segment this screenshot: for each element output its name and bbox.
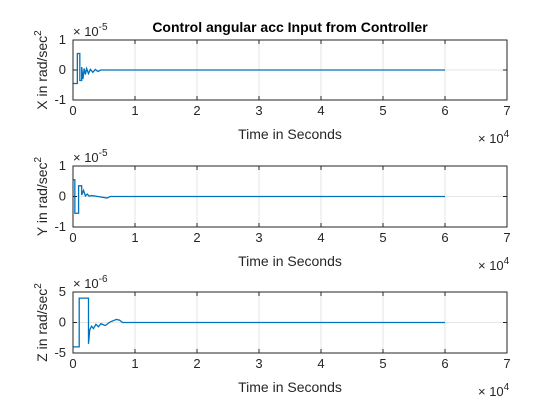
x-tick-label: 3 <box>255 103 262 118</box>
y-exponent-label: × 10-6 <box>73 274 108 291</box>
x-tick-label: 2 <box>193 230 200 245</box>
data-line-z <box>73 297 445 348</box>
x-tick-label: 7 <box>503 103 510 118</box>
x-tick-label: 6 <box>441 103 448 118</box>
x-exponent-label: × 104 <box>478 129 510 146</box>
x-axis-label: Time in Seconds <box>238 379 342 395</box>
x-tick-label: 4 <box>317 230 324 245</box>
x-tick-label: 3 <box>255 356 262 371</box>
x-tick-label: 7 <box>503 230 510 245</box>
data-line-y <box>73 179 445 214</box>
x-tick-label: 7 <box>503 356 510 371</box>
x-exponent-label: × 104 <box>478 256 510 273</box>
y-tick-label: 0 <box>59 315 66 330</box>
y-tick-label: -1 <box>54 219 66 234</box>
y-axis-label: Z in rad/sec2 <box>33 283 50 362</box>
y-tick-label: 5 <box>59 284 66 299</box>
y-axis-label: Y in rad/sec2 <box>33 156 50 236</box>
x-exponent-label: × 104 <box>478 382 510 399</box>
x-tick-label: 5 <box>379 230 386 245</box>
y-exponent-label: × 10-5 <box>73 22 108 39</box>
x-tick-label: 4 <box>317 103 324 118</box>
x-tick-label: 1 <box>131 103 138 118</box>
x-tick-label: 6 <box>441 230 448 245</box>
y-axis-label: X in rad/sec2 <box>33 30 50 110</box>
x-axis-label: Time in Seconds <box>238 253 342 269</box>
y-tick-label: 0 <box>59 62 66 77</box>
x-tick-label: 1 <box>131 230 138 245</box>
y-tick-label: 1 <box>59 158 66 173</box>
x-tick-label: 6 <box>441 356 448 371</box>
x-tick-label: 5 <box>379 103 386 118</box>
x-tick-label: 1 <box>131 356 138 371</box>
x-tick-label: 0 <box>69 103 76 118</box>
y-tick-label: -1 <box>54 92 66 107</box>
data-line-x <box>73 52 445 85</box>
y-tick-label: 1 <box>59 32 66 47</box>
x-tick-label: 2 <box>193 356 200 371</box>
x-tick-label: 3 <box>255 230 262 245</box>
x-axis-label: Time in Seconds <box>238 126 342 142</box>
x-tick-label: 0 <box>69 230 76 245</box>
x-tick-label: 4 <box>317 356 324 371</box>
y-exponent-label: × 10-5 <box>73 148 108 165</box>
x-tick-label: 2 <box>193 103 200 118</box>
x-tick-label: 0 <box>69 356 76 371</box>
figure-title: Control angular acc Input from Controlle… <box>152 19 428 35</box>
y-tick-label: -5 <box>54 345 66 360</box>
y-tick-label: 0 <box>59 189 66 204</box>
x-tick-label: 5 <box>379 356 386 371</box>
